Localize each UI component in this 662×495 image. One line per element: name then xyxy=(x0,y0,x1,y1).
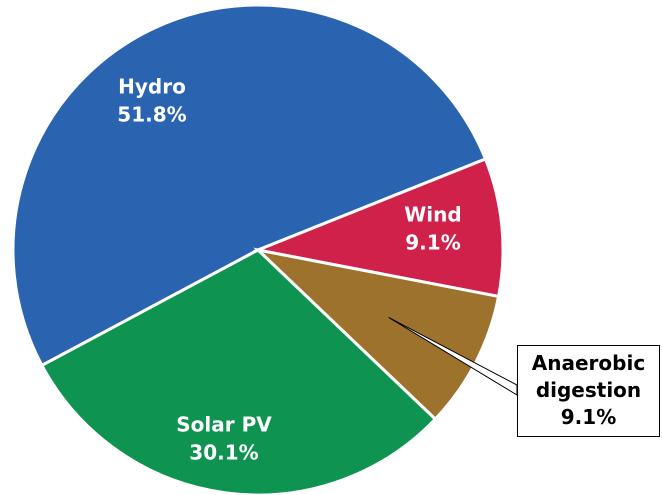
pie-slice xyxy=(253,247,501,422)
pie-slice xyxy=(252,157,505,299)
slice-value-label: 51.8% xyxy=(117,103,186,127)
slice-value-label: 30.1% xyxy=(189,441,258,465)
slice-label: Solar PV xyxy=(176,413,272,437)
slice-value-label: 9.1% xyxy=(560,405,617,429)
pie-slice xyxy=(39,248,438,495)
slice-label: Wind xyxy=(404,203,461,227)
slice-label: Anaerobic digestion xyxy=(531,351,646,402)
slice-label: Hydro xyxy=(118,75,186,99)
slice-value-label: 9.1% xyxy=(405,231,460,255)
callout-box: Anaerobic digestion 9.1% xyxy=(517,345,660,437)
pie-slice xyxy=(11,3,488,368)
